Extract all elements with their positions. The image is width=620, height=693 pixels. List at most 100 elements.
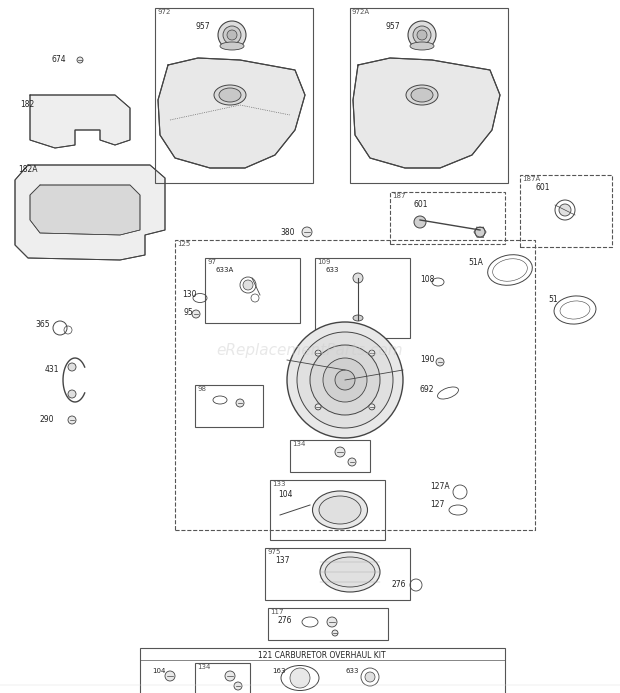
- Circle shape: [68, 416, 76, 424]
- Ellipse shape: [320, 552, 380, 592]
- Circle shape: [335, 447, 345, 457]
- Bar: [315, 258, 410, 338]
- Bar: [520, 175, 612, 247]
- Text: 276: 276: [278, 616, 293, 625]
- Circle shape: [68, 390, 76, 398]
- Ellipse shape: [325, 557, 375, 587]
- Bar: [290, 440, 370, 472]
- Text: 127A: 127A: [430, 482, 450, 491]
- Circle shape: [192, 310, 200, 318]
- Text: 276: 276: [392, 580, 407, 589]
- Text: 365: 365: [35, 320, 50, 329]
- Bar: [155, 8, 313, 183]
- Text: 130: 130: [182, 290, 197, 299]
- Bar: [175, 240, 535, 530]
- Text: 137: 137: [275, 556, 290, 565]
- Circle shape: [315, 350, 321, 356]
- Text: 674: 674: [52, 55, 66, 64]
- Text: 633A: 633A: [215, 267, 233, 273]
- Circle shape: [414, 216, 426, 228]
- Text: 633: 633: [345, 668, 358, 674]
- Text: 163: 163: [272, 668, 285, 674]
- Circle shape: [369, 404, 375, 410]
- Ellipse shape: [214, 85, 246, 105]
- Text: 134: 134: [197, 664, 210, 670]
- Text: 187A: 187A: [522, 176, 540, 182]
- Polygon shape: [30, 95, 130, 148]
- Text: 187: 187: [392, 193, 405, 199]
- Circle shape: [369, 350, 375, 356]
- Text: 975: 975: [267, 549, 280, 555]
- Text: 109: 109: [317, 259, 330, 265]
- Circle shape: [290, 668, 310, 688]
- Text: 51: 51: [548, 295, 557, 304]
- Ellipse shape: [312, 491, 368, 529]
- Circle shape: [227, 30, 237, 40]
- Bar: [268, 608, 388, 640]
- Polygon shape: [158, 58, 305, 168]
- Circle shape: [475, 227, 485, 237]
- Text: 127: 127: [430, 500, 445, 509]
- Text: 633: 633: [325, 267, 339, 273]
- Text: 182: 182: [20, 100, 34, 109]
- Circle shape: [335, 370, 355, 390]
- Circle shape: [287, 322, 403, 438]
- Bar: [270, 480, 385, 540]
- Text: 95: 95: [183, 308, 193, 317]
- Circle shape: [315, 404, 321, 410]
- Text: 972A: 972A: [352, 9, 370, 15]
- Circle shape: [243, 280, 253, 290]
- Text: 957: 957: [195, 22, 210, 31]
- Circle shape: [365, 672, 375, 682]
- Text: 957: 957: [385, 22, 400, 31]
- Circle shape: [417, 30, 427, 40]
- Polygon shape: [353, 58, 500, 168]
- Polygon shape: [15, 165, 165, 260]
- Circle shape: [559, 204, 571, 216]
- Text: 692: 692: [420, 385, 435, 394]
- Text: 98: 98: [197, 386, 206, 392]
- Text: 133: 133: [272, 481, 285, 487]
- Circle shape: [297, 332, 393, 428]
- Circle shape: [165, 671, 175, 681]
- Bar: [205, 258, 300, 323]
- Text: 601: 601: [535, 183, 549, 192]
- Bar: [350, 8, 508, 183]
- Bar: [265, 548, 410, 600]
- Circle shape: [218, 21, 246, 49]
- Text: 431: 431: [45, 365, 60, 374]
- Circle shape: [225, 671, 235, 681]
- Bar: [390, 192, 505, 244]
- Ellipse shape: [219, 88, 241, 102]
- Text: 108: 108: [420, 275, 435, 284]
- Text: 104: 104: [278, 490, 293, 499]
- Bar: [140, 648, 505, 693]
- Circle shape: [348, 458, 356, 466]
- Circle shape: [310, 345, 380, 415]
- Ellipse shape: [410, 42, 434, 50]
- Text: 601: 601: [413, 200, 428, 209]
- Bar: [195, 385, 263, 427]
- Circle shape: [223, 26, 241, 44]
- Circle shape: [353, 273, 363, 283]
- Circle shape: [413, 26, 431, 44]
- Circle shape: [332, 630, 338, 636]
- Text: 972: 972: [157, 9, 171, 15]
- Circle shape: [77, 57, 83, 63]
- Circle shape: [302, 227, 312, 237]
- Circle shape: [236, 399, 244, 407]
- Ellipse shape: [406, 85, 438, 105]
- Circle shape: [68, 363, 76, 371]
- Text: 125: 125: [177, 241, 190, 247]
- Text: 97: 97: [207, 259, 216, 265]
- Text: 104: 104: [152, 668, 166, 674]
- Circle shape: [327, 617, 337, 627]
- Polygon shape: [30, 185, 140, 235]
- Ellipse shape: [411, 88, 433, 102]
- Text: eReplacementParts.com: eReplacementParts.com: [216, 342, 404, 358]
- Text: 380: 380: [280, 228, 294, 237]
- Text: 121 CARBURETOR OVERHAUL KIT: 121 CARBURETOR OVERHAUL KIT: [258, 651, 386, 660]
- Text: 190: 190: [420, 355, 435, 364]
- Text: 182A: 182A: [18, 165, 37, 174]
- Circle shape: [234, 682, 242, 690]
